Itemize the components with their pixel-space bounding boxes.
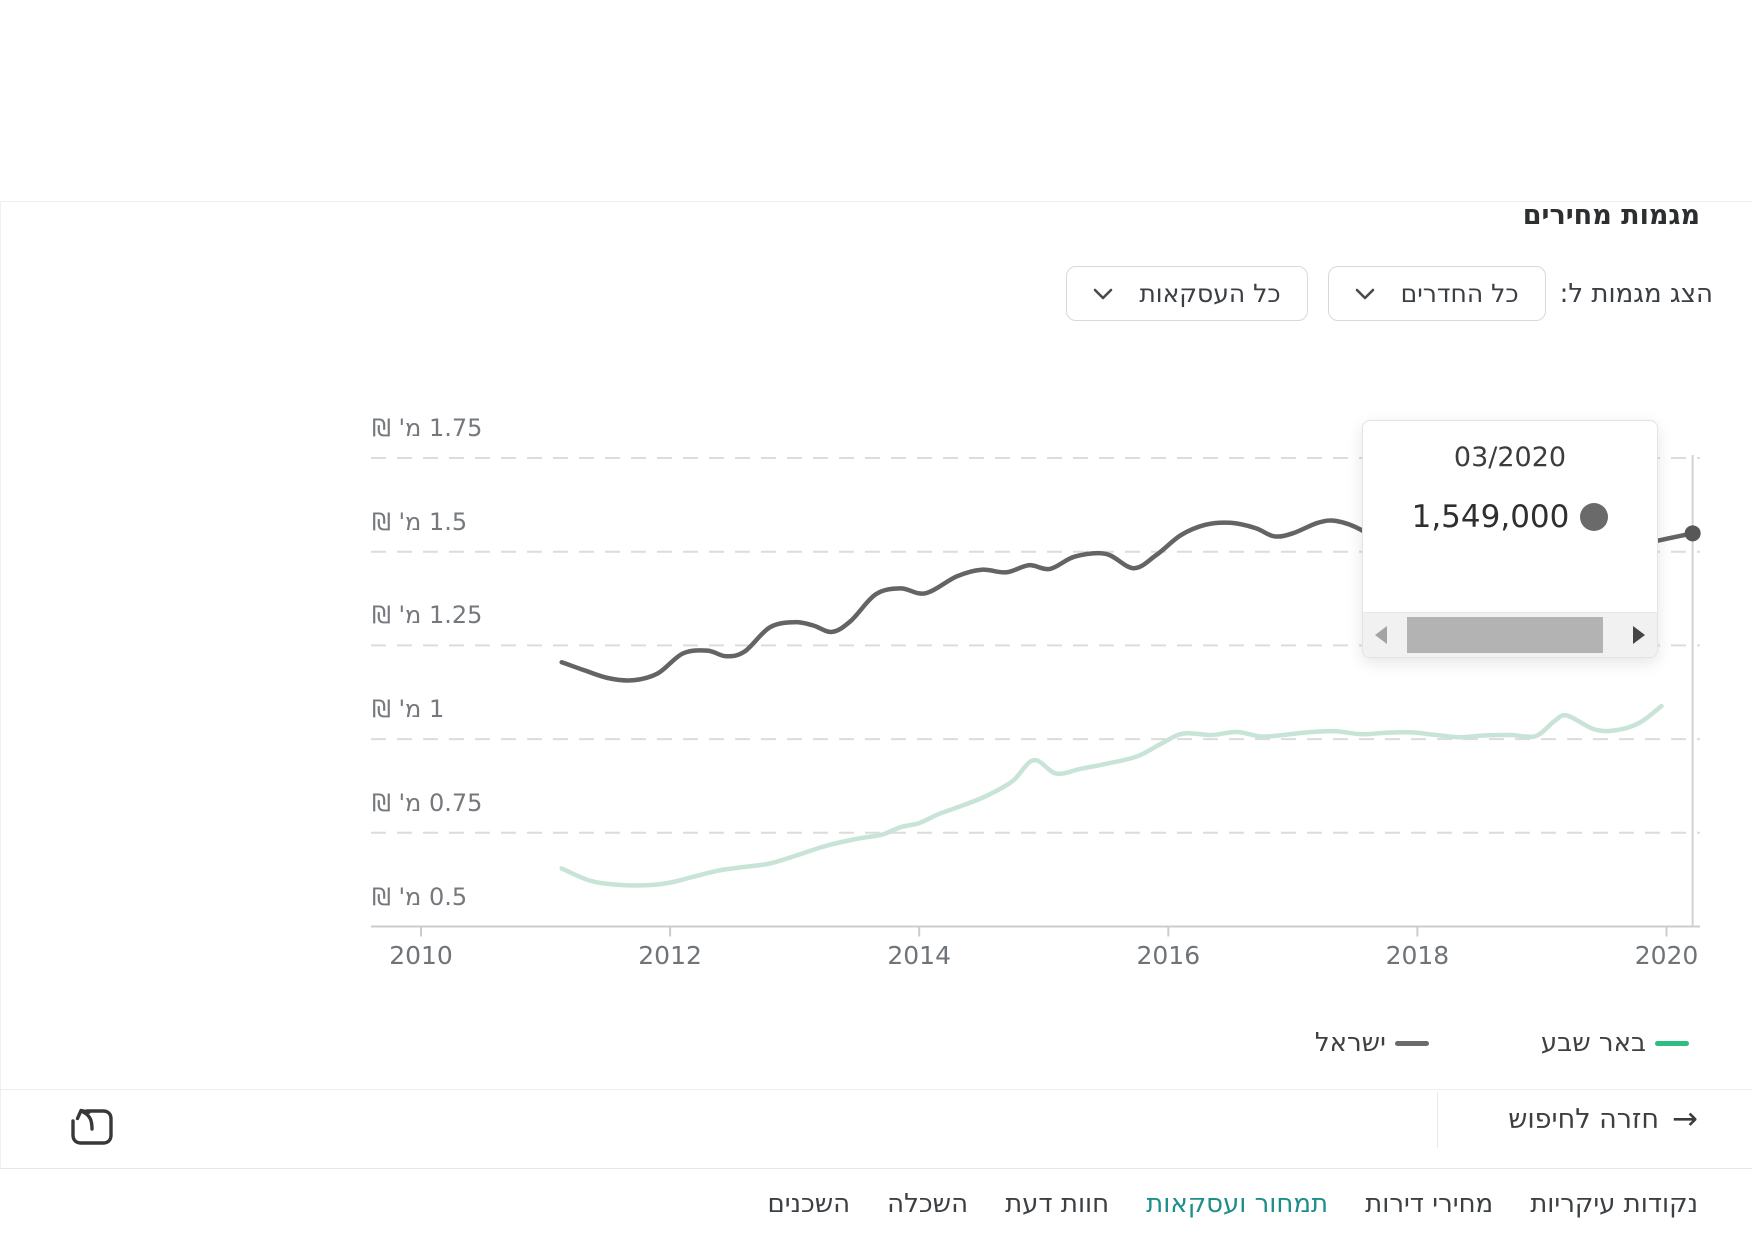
tooltip-scrollbar[interactable] (1363, 612, 1657, 657)
tooltip-value-row: 1,549,000 (1363, 499, 1657, 535)
rooms-filter-dropdown[interactable]: כל החדרים (1327, 266, 1546, 321)
triangle-right-icon[interactable] (1633, 626, 1645, 644)
footer-vertical-divider (1437, 1092, 1438, 1148)
page-title: מגמות מחירים (1522, 200, 1700, 231)
footer-divider (0, 1089, 1752, 1090)
trend-filters: הצג מגמות ל: כל החדרים כל העסקאות (1066, 266, 1713, 321)
bottom-nav: נקודות עיקריות מחירי דירות תמחור ועסקאות חו… (0, 1168, 1752, 1239)
tooltip-series-dot (1580, 503, 1609, 531)
highlight-point-dot (1684, 525, 1701, 542)
triangle-left-icon[interactable] (1375, 626, 1387, 644)
tooltip-value: 1,549,000 (1411, 499, 1570, 535)
chart-tooltip: 03/2020 1,549,000 (1362, 420, 1658, 658)
legend-label: ישראל (1314, 1028, 1386, 1058)
nav-item[interactable]: השכלה (887, 1189, 969, 1219)
beer-sheva-series-line (559, 703, 1664, 888)
nav-item[interactable]: מחירי דירות (1365, 1189, 1494, 1219)
chart-legend: באר שבע ישראל (1315, 1028, 1689, 1058)
scrollbar-thumb[interactable] (1407, 617, 1603, 653)
legend-swatch (1394, 1040, 1429, 1046)
tooltip-date: 03/2020 (1453, 442, 1567, 473)
deals-filter-dropdown[interactable]: כל העסקאות (1066, 266, 1308, 321)
arrow-right-icon: → (1672, 1101, 1698, 1137)
back-to-search-label: חזרה לחיפוש (1508, 1104, 1660, 1135)
share-button[interactable] (62, 1094, 122, 1154)
nav-item[interactable]: חוות דעת (1005, 1189, 1110, 1219)
trend-filters-label: הצג מגמות ל: (1559, 278, 1713, 309)
share-icon (71, 1108, 113, 1145)
back-to-search-link[interactable]: → חזרה לחיפוש (1508, 1101, 1698, 1137)
legend-item: ישראל (1315, 1028, 1429, 1058)
rooms-filter-value: כל החדרים (1400, 279, 1519, 308)
legend-label: באר שבע (1540, 1028, 1646, 1058)
card-top-border (0, 201, 1752, 202)
deals-filter-value: כל העסקאות (1139, 279, 1281, 308)
nav-item[interactable]: נקודות עיקריות (1530, 1189, 1698, 1219)
nav-item[interactable]: השכנים (767, 1189, 851, 1219)
nav-item[interactable]: תמחור ועסקאות (1146, 1189, 1329, 1219)
chevron-down-icon (1094, 288, 1113, 299)
legend-item: באר שבע (1541, 1028, 1689, 1058)
card-left-border (0, 201, 1, 1168)
chevron-down-icon (1355, 288, 1374, 299)
legend-swatch (1655, 1040, 1689, 1046)
